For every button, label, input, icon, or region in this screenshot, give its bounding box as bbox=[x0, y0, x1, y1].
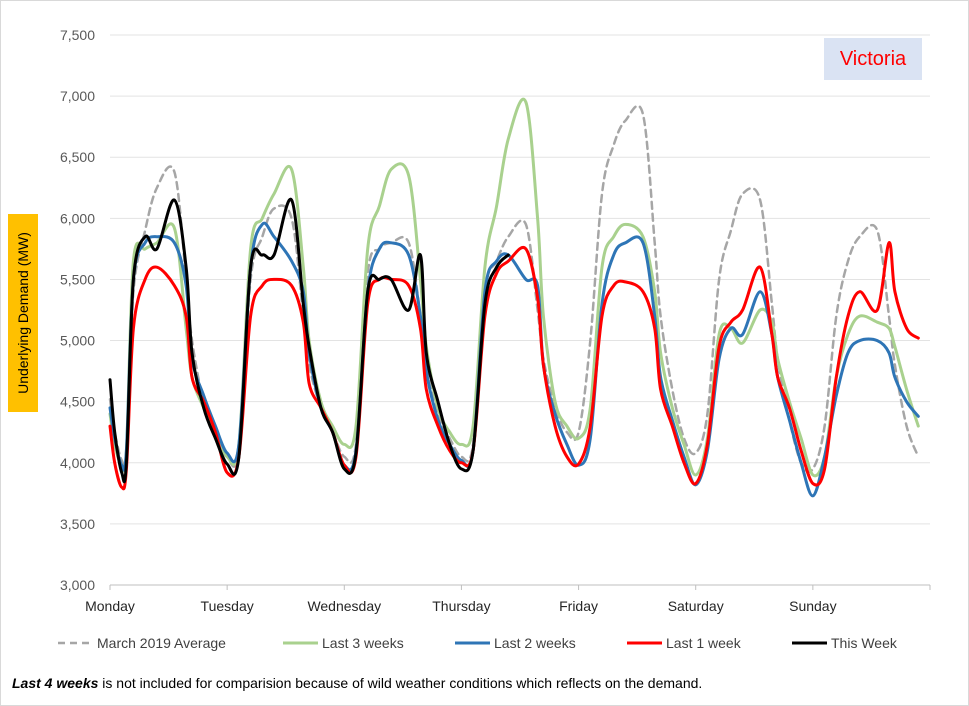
series-line-last-1-week bbox=[108, 241, 920, 491]
legend-label: This Week bbox=[831, 635, 898, 651]
legend: March 2019 Average Last 3 weeks Last 2 wee… bbox=[58, 635, 898, 651]
y-tick-label: 7,500 bbox=[60, 27, 95, 43]
x-tick-labels: Monday Tuesday Wednesday Thursday Friday Satu… bbox=[85, 598, 837, 614]
y-tick-label: 3,500 bbox=[60, 516, 95, 532]
series-line-last-3-weeks bbox=[108, 97, 920, 478]
region-label: Victoria bbox=[839, 47, 907, 70]
footnote-emphasis: Last 4 weeks bbox=[12, 675, 99, 691]
y-tick-label: 4,500 bbox=[60, 394, 95, 410]
series-lines bbox=[108, 97, 920, 498]
x-tick-label: Monday bbox=[85, 598, 135, 614]
x-tick-label: Saturday bbox=[668, 598, 724, 614]
y-tick-label: 4,000 bbox=[60, 455, 95, 471]
x-tick-label: Sunday bbox=[789, 598, 836, 614]
series-line-this-week bbox=[108, 197, 510, 484]
y-axis-label-box bbox=[8, 214, 38, 412]
y-tick-label: 5,500 bbox=[60, 271, 95, 287]
legend-label: Last 3 weeks bbox=[322, 635, 404, 651]
y-tick-label: 3,000 bbox=[60, 577, 95, 593]
y-tick-label: 6,000 bbox=[60, 210, 95, 226]
x-ticks bbox=[109, 585, 931, 590]
legend-label: March 2019 Average bbox=[97, 635, 226, 651]
footnote-text: is not included for comparision because … bbox=[98, 675, 703, 691]
legend-label: Last 2 weeks bbox=[494, 635, 576, 651]
series-line-march-2019-average bbox=[108, 104, 920, 474]
gridlines bbox=[110, 34, 930, 525]
region-badge: Victoria bbox=[824, 38, 922, 80]
footnote: Last 4 weeks is not included for compari… bbox=[12, 675, 702, 691]
y-tick-label: 5,000 bbox=[60, 333, 95, 349]
x-tick-label: Thursday bbox=[432, 598, 490, 614]
y-axis-label: Underlying Demand (MW) bbox=[15, 232, 31, 394]
x-tick-label: Tuesday bbox=[201, 598, 254, 614]
x-tick-label: Wednesday bbox=[307, 598, 381, 614]
y-tick-label: 6,500 bbox=[60, 149, 95, 165]
y-tick-label: 7,000 bbox=[60, 88, 95, 104]
x-tick-label: Friday bbox=[559, 598, 598, 614]
legend-label: Last 1 week bbox=[666, 635, 742, 651]
y-tick-labels: 3,000 3,500 4,000 4,500 5,000 5,500 6,000 6,500… bbox=[60, 27, 95, 593]
